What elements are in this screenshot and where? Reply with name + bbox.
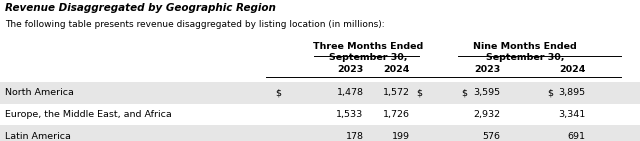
Text: 1,478: 1,478: [337, 88, 364, 97]
Text: 1,726: 1,726: [383, 110, 410, 119]
Text: 199: 199: [392, 132, 410, 141]
Text: Latin America: Latin America: [5, 132, 71, 141]
Text: 3,895: 3,895: [559, 88, 586, 97]
Text: North America: North America: [5, 88, 74, 97]
Text: 576: 576: [483, 132, 500, 141]
Text: Three Months Ended
September 30,: Three Months Ended September 30,: [313, 42, 423, 62]
Bar: [0, 125, 640, 141]
Text: $: $: [416, 88, 422, 97]
Text: 178: 178: [346, 132, 364, 141]
Text: 3,341: 3,341: [558, 110, 586, 119]
Text: 2,932: 2,932: [474, 110, 500, 119]
Text: Europe, the Middle East, and Africa: Europe, the Middle East, and Africa: [5, 110, 172, 119]
Text: 2024: 2024: [383, 65, 410, 74]
Text: Nine Months Ended
September 30,: Nine Months Ended September 30,: [473, 42, 577, 62]
Text: 691: 691: [568, 132, 586, 141]
Text: $: $: [547, 88, 553, 97]
Text: Revenue Disaggregated by Geographic Region: Revenue Disaggregated by Geographic Regi…: [5, 3, 276, 13]
Text: 2023: 2023: [337, 65, 364, 74]
Text: The following table presents revenue disaggregated by listing location (in milli: The following table presents revenue dis…: [5, 20, 385, 29]
Text: 1,533: 1,533: [336, 110, 364, 119]
Text: 3,595: 3,595: [474, 88, 500, 97]
Text: $: $: [461, 88, 467, 97]
Text: 1,572: 1,572: [383, 88, 410, 97]
Bar: [0, 82, 640, 104]
Text: 2024: 2024: [559, 65, 586, 74]
Text: $: $: [275, 88, 281, 97]
Text: 2023: 2023: [474, 65, 501, 74]
